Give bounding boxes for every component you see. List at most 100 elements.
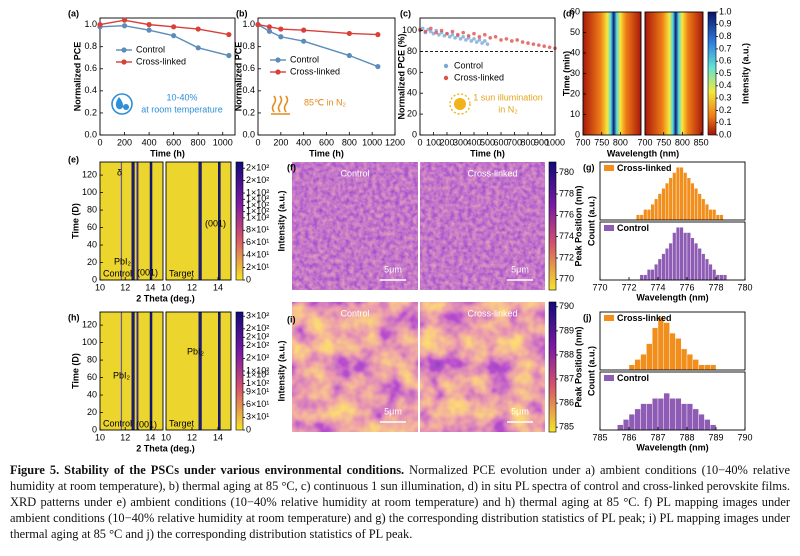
diffraction-peak	[131, 162, 135, 280]
data-point	[426, 27, 430, 32]
x-axis-label: Wavelength (nm)	[636, 442, 708, 452]
scale-bar-label: 5μm	[511, 264, 529, 274]
x-tick-label: 800	[520, 137, 535, 147]
legend-marker	[275, 69, 281, 75]
cbar-tick-label: 4×10¹	[246, 250, 269, 260]
legend-marker	[121, 59, 127, 65]
cbar-tick-label: 2×10²	[246, 175, 269, 185]
x-tick-label: 10	[161, 432, 171, 442]
x-tick-label: 10	[161, 282, 171, 292]
y-tick-label: 0.4	[84, 85, 97, 95]
data-point	[195, 26, 201, 32]
x-tick-label: 14	[145, 432, 155, 442]
colorbar	[235, 311, 244, 431]
cbar-tick-label: 772	[559, 252, 574, 262]
colorbar	[548, 161, 557, 291]
data-point	[542, 44, 546, 49]
data-point	[472, 31, 476, 36]
y-tick-label: 120	[82, 319, 97, 329]
data-point	[450, 29, 455, 34]
cbar-tick-label: 0.6	[719, 56, 732, 66]
plot-frame	[599, 371, 746, 431]
histogram-bar	[654, 263, 659, 281]
cbar-tick-label: 0.5	[719, 68, 732, 78]
cbar-tick-label: 774	[559, 231, 574, 241]
data-point	[195, 45, 201, 51]
x-tick-label: 600	[166, 137, 181, 147]
cbar-tick-label: 1×10²	[246, 206, 269, 216]
colorbar	[548, 301, 557, 433]
data-point	[346, 30, 352, 37]
x-tick-label: 800	[342, 137, 357, 147]
cbar-tick-label: 789	[559, 325, 574, 335]
y-tick-label: 0.2	[84, 107, 97, 117]
peak-label: PbI₂	[113, 370, 131, 380]
image-frame	[644, 11, 704, 136]
histogram-bar	[628, 364, 636, 371]
data-point	[121, 23, 128, 29]
x-tick-label: 400	[466, 137, 481, 147]
y-tick-label: 0	[412, 129, 417, 139]
cbar-tick-label: 0	[246, 424, 251, 434]
pl-map	[420, 162, 545, 290]
x-tick-label: 12	[187, 282, 197, 292]
cbar-tick-label: 1×10²	[246, 212, 269, 222]
x-tick-label: 500	[480, 137, 495, 147]
series-line	[99, 25, 230, 57]
data-point	[439, 28, 444, 33]
histogram-bar	[679, 227, 684, 281]
histogram-bar	[681, 348, 688, 371]
cbar-tick-label: 1×10²	[246, 200, 269, 210]
pl-heatmap	[583, 12, 641, 135]
data-point	[121, 17, 128, 23]
x-tick-label: 14	[213, 282, 223, 292]
histogram-bar	[697, 193, 702, 221]
data-point	[442, 33, 447, 38]
data-point	[423, 29, 428, 34]
y-tick-label: 80	[407, 46, 417, 56]
x-axis-label: Time (h)	[150, 148, 185, 158]
subpanel-label: Target	[169, 268, 195, 278]
plot-frame	[599, 311, 746, 371]
histogram-bar	[669, 398, 676, 431]
image-frame	[99, 311, 164, 431]
image-frame	[99, 161, 164, 281]
annotation: in N₂	[498, 104, 518, 114]
x-tick-label: 14	[145, 282, 155, 292]
x-tick-label: 600	[493, 137, 508, 147]
histogram-bar	[710, 364, 717, 371]
histogram-bar	[686, 177, 691, 221]
data-point	[97, 22, 103, 28]
data-point	[456, 32, 460, 37]
y-axis-label: Normalized PCE (%)	[396, 33, 406, 119]
x-tick-label: 787	[650, 432, 665, 442]
subpanel-label: Control	[340, 168, 369, 178]
y-tick-label: 80	[87, 204, 97, 214]
x-tick-label: 10	[95, 282, 105, 292]
data-point	[226, 52, 232, 59]
x-tick-label: 774	[650, 282, 665, 292]
data-point	[445, 31, 449, 36]
data-point	[520, 40, 525, 44]
data-point	[477, 35, 482, 39]
y-tick-label: 40	[87, 389, 97, 399]
annotation: at room temperature	[141, 104, 223, 114]
diffraction-peak	[198, 162, 202, 280]
histogram-bar	[698, 364, 705, 371]
sun-icon	[449, 93, 471, 115]
diffraction-peak	[120, 312, 123, 430]
colorbar	[235, 161, 244, 281]
data-point	[375, 63, 381, 70]
x-tick-label: 772	[621, 282, 636, 292]
x-tick-label: 1000	[213, 137, 233, 147]
histogram-bar	[704, 203, 709, 221]
diffraction-peak	[149, 162, 153, 280]
cbar-tick-label: 3×10¹	[246, 412, 269, 422]
x-axis-label: 2 Theta (deg.)	[136, 443, 195, 453]
data-point	[493, 35, 498, 39]
y-tick-label: 0.0	[242, 129, 255, 139]
data-point	[515, 38, 519, 42]
image-frame	[165, 161, 232, 281]
histogram-bar	[654, 198, 659, 221]
